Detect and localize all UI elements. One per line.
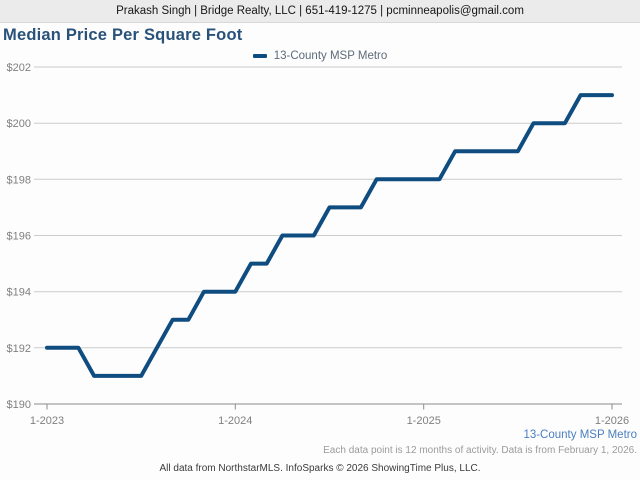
x-axis-label: 1-2025 <box>407 415 441 427</box>
series-line-13-county-msp-metro[interactable] <box>45 93 614 378</box>
legend-line-swatch <box>252 54 267 58</box>
data-note: Each data point is 12 months of activity… <box>323 445 637 456</box>
y-axis-label: $192 <box>7 343 31 355</box>
page-title: Median Price Per Square Foot <box>3 26 243 44</box>
legend: 13-County MSP Metro <box>0 49 640 63</box>
attribution: All data from NorthstarMLS. InfoSparks ©… <box>159 463 481 474</box>
legend-label[interactable]: 13-County MSP Metro <box>273 50 388 62</box>
y-axis-label: $190 <box>7 399 31 411</box>
contact-info: Prakash Singh | Bridge Realty, LLC | 651… <box>116 5 524 17</box>
series-footer-link[interactable]: 13-County MSP Metro <box>523 429 637 441</box>
x-axis-label: 1-2024 <box>218 415 252 427</box>
x-axis-label: 1-2026 <box>595 415 629 427</box>
y-axis-label: $200 <box>7 118 31 130</box>
y-axis-label: $202 <box>7 62 31 74</box>
y-axis-label: $198 <box>7 174 31 186</box>
y-axis-label: $194 <box>7 287 31 299</box>
header-contact-bar: Prakash Singh | Bridge Realty, LLC | 651… <box>0 0 640 23</box>
x-axis-label: 1-2023 <box>30 415 64 427</box>
y-axis-label: $196 <box>7 231 31 243</box>
